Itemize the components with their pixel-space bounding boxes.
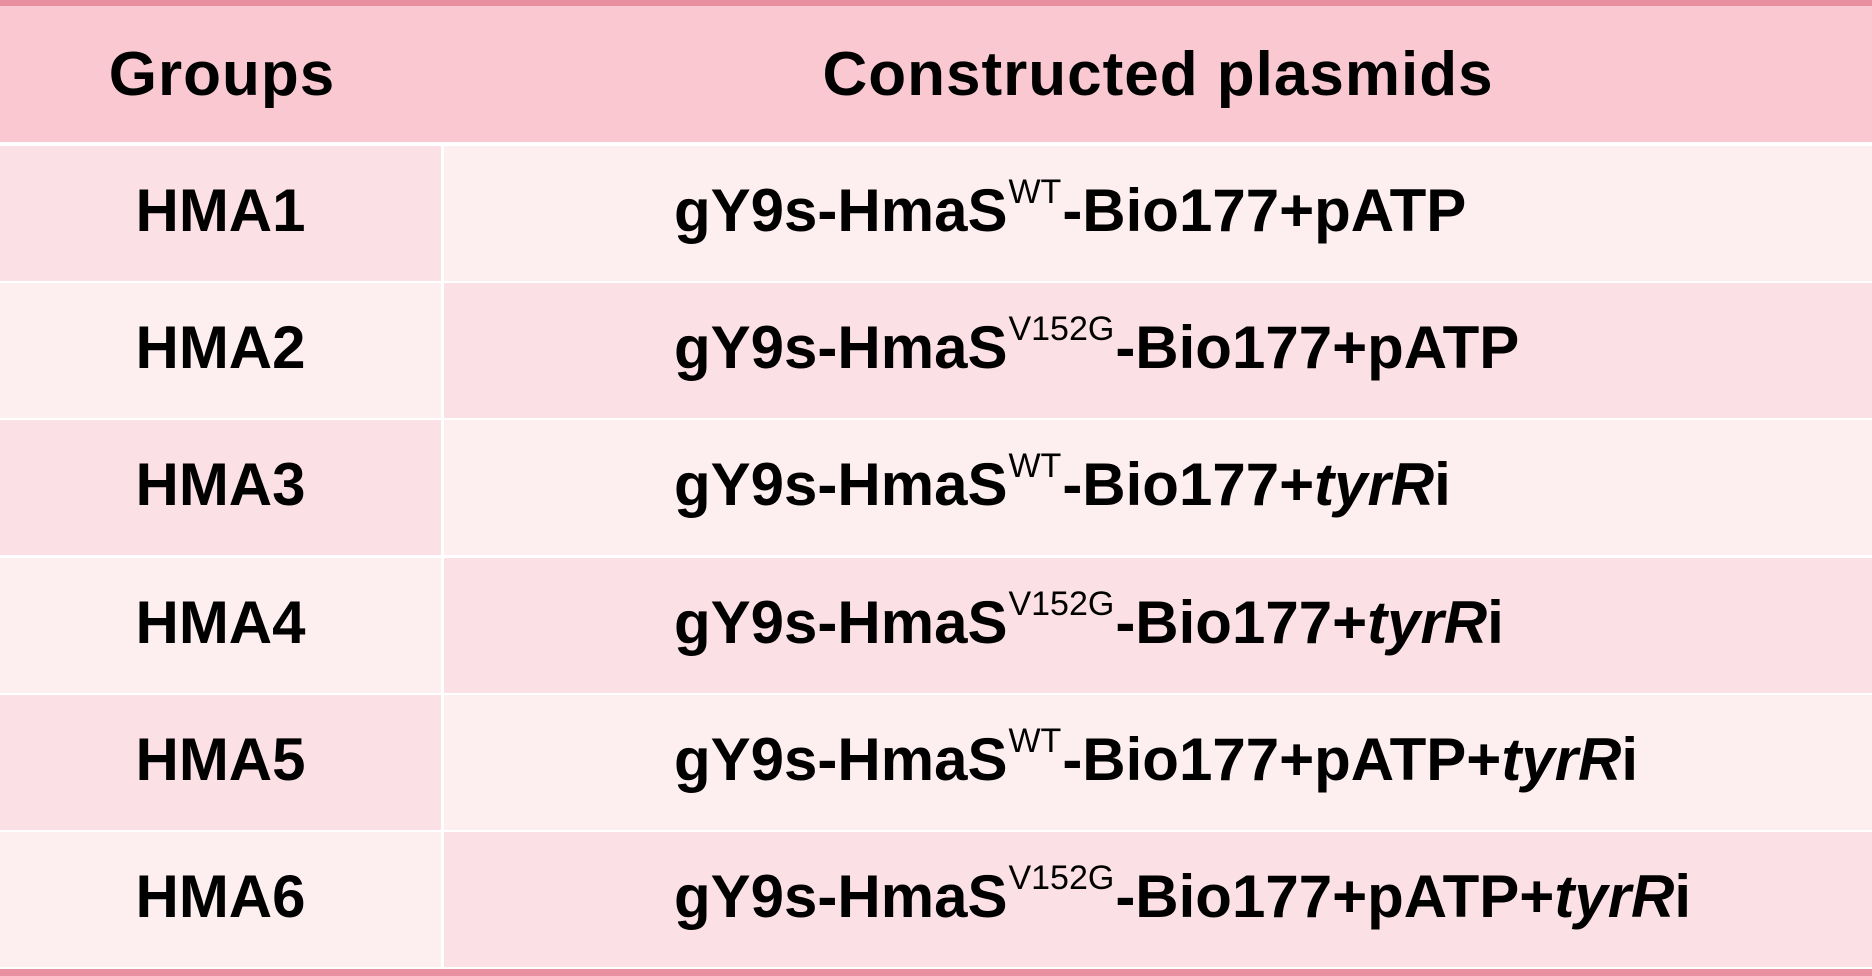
plasmid-variant: WT bbox=[1008, 173, 1062, 211]
plasmid-middle: -Bio177+pATP bbox=[1062, 177, 1467, 244]
top-rule bbox=[0, 0, 1872, 6]
plasmid-prefix: gY9s-HmaS bbox=[674, 177, 1008, 244]
plasmid-cell: gY9s-HmaS WT -Bio177+pATP+ tyrR i bbox=[444, 694, 1872, 830]
group-cell: HMA5 bbox=[0, 694, 441, 830]
plasmid-variant: WT bbox=[1008, 447, 1062, 486]
header-groups: Groups bbox=[108, 39, 336, 109]
plasmid-cell: gY9s-HmaS V152G -Bio177+ tyrR i bbox=[444, 557, 1872, 693]
plasmid-suffix: i bbox=[1621, 725, 1639, 793]
plasmid-cell: gY9s-HmaS V152G -Bio177+pATP bbox=[444, 283, 1872, 419]
header-constructed-plasmids: Constructed plasmids bbox=[822, 39, 1494, 109]
table-row: HMA6 gY9s-HmaS V152G -Bio177+pATP+ tyrR i bbox=[0, 831, 1872, 970]
plasmid-cell: gY9s-HmaS WT -Bio177+ tyrR i bbox=[444, 420, 1872, 556]
plasmid-middle: -Bio177+ bbox=[1062, 451, 1315, 519]
plasmid-suffix: i bbox=[1434, 451, 1451, 519]
plasmid-cell: gY9s-HmaS V152G -Bio177+pATP+ tyrR i bbox=[444, 831, 1872, 967]
table-body: HMA1 gY9s-HmaS WT -Bio177+pATP HMA2 gY9s-H… bbox=[0, 146, 1872, 970]
table-row: HMA5 gY9s-HmaS WT -Bio177+pATP+ tyrR i bbox=[0, 694, 1872, 832]
plasmid-italic: tyrR bbox=[1367, 588, 1488, 656]
plasmid-variant: V152G bbox=[1008, 310, 1115, 349]
plasmid-prefix: gY9s-HmaS bbox=[674, 588, 1008, 656]
plasmid-prefix: gY9s-HmaS bbox=[674, 451, 1008, 519]
bottom-rule bbox=[0, 969, 1872, 976]
plasmid-variant: V152G bbox=[1008, 858, 1115, 897]
plasmid-middle: -Bio177+pATP bbox=[1115, 314, 1520, 382]
plasmid-prefix: gY9s-HmaS bbox=[674, 314, 1008, 382]
table-header: Groups Constructed plasmids bbox=[0, 6, 1872, 142]
plasmid-italic: tyrR bbox=[1314, 451, 1435, 519]
header-separator bbox=[0, 142, 1872, 146]
table-row: HMA3 gY9s-HmaS WT -Bio177+ tyrR i bbox=[0, 420, 1872, 558]
plasmid-variant: WT bbox=[1008, 721, 1062, 760]
plasmid-middle: -Bio177+pATP+ bbox=[1115, 862, 1555, 930]
plasmid-middle: -Bio177+pATP+ bbox=[1062, 725, 1502, 793]
plasmid-suffix: i bbox=[1487, 588, 1504, 656]
group-cell: HMA1 bbox=[0, 146, 441, 281]
table-row: HMA2 gY9s-HmaS V152G -Bio177+pATP bbox=[0, 283, 1872, 421]
plasmid-prefix: gY9s-HmaS bbox=[674, 862, 1008, 930]
plasmid-italic: tyrR bbox=[1501, 725, 1622, 793]
group-cell: HMA3 bbox=[0, 420, 441, 556]
group-cell: HMA4 bbox=[0, 557, 441, 693]
plasmid-middle: -Bio177+ bbox=[1115, 588, 1368, 656]
group-cell: HMA6 bbox=[0, 831, 441, 967]
plasmid-suffix: i bbox=[1674, 862, 1692, 930]
table-row: HMA4 gY9s-HmaS V152G -Bio177+ tyrR i bbox=[0, 557, 1872, 695]
plasmid-italic: tyrR bbox=[1554, 862, 1675, 930]
group-cell: HMA2 bbox=[0, 283, 441, 419]
plasmid-variant: V152G bbox=[1008, 584, 1115, 623]
plasmid-cell: gY9s-HmaS WT -Bio177+pATP bbox=[444, 146, 1872, 281]
plasmid-prefix: gY9s-HmaS bbox=[674, 725, 1008, 793]
table-row: HMA1 gY9s-HmaS WT -Bio177+pATP bbox=[0, 146, 1872, 284]
